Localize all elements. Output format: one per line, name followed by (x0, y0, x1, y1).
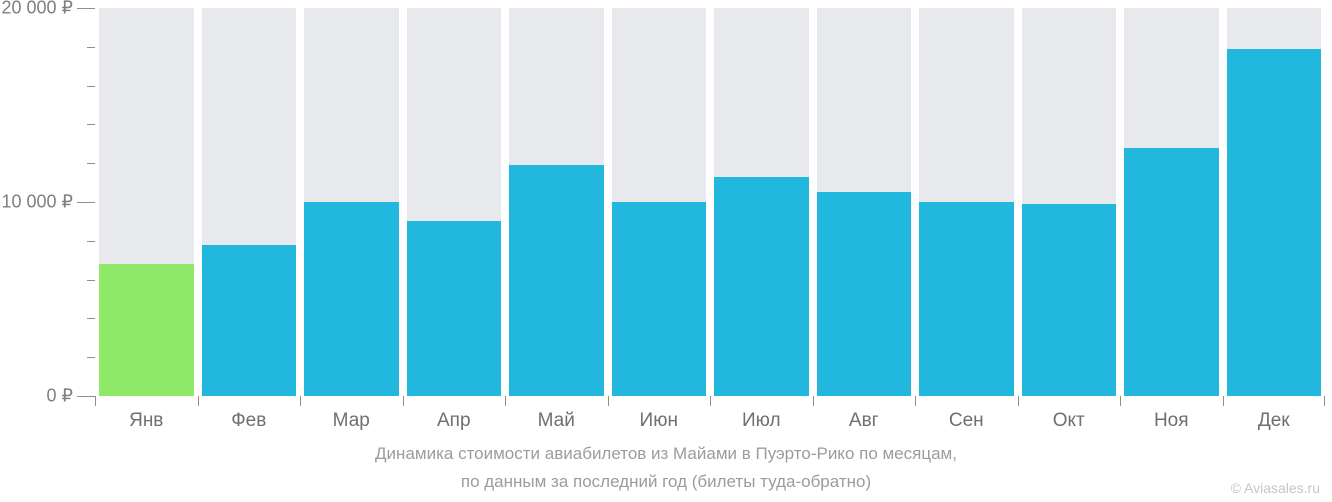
watermark: © Aviasales.ru (1231, 480, 1320, 496)
bar-bg-top (407, 8, 502, 221)
y-minor-tick (87, 163, 95, 164)
x-tick (95, 396, 96, 406)
x-tick (505, 396, 506, 406)
bar-bg-top (1022, 8, 1117, 204)
x-tick-label: Июн (640, 410, 678, 432)
bar-Май (509, 165, 604, 396)
y-minor-tick (87, 124, 95, 125)
plot-area (95, 8, 1325, 396)
x-tick (813, 396, 814, 406)
bar-bg-top (99, 8, 194, 264)
x-tick-label: Мар (333, 410, 370, 432)
x-tick (1018, 396, 1019, 406)
x-tick (1324, 396, 1325, 406)
x-tick-label: Ноя (1154, 410, 1189, 432)
x-tick (710, 396, 711, 406)
y-tick-label: 20 000 ₽ (1, 0, 73, 19)
x-tick-label: Июл (742, 410, 781, 432)
x-tick (915, 396, 916, 406)
x-tick-label: Май (538, 410, 575, 432)
bar-bg-top (714, 8, 809, 177)
x-tick (1223, 396, 1224, 406)
y-major-tick (77, 8, 95, 9)
y-minor-tick (87, 280, 95, 281)
chart-caption-line2: по данным за последний год (билеты туда-… (0, 472, 1332, 492)
bar-Окт (1022, 204, 1117, 396)
y-minor-tick (87, 86, 95, 87)
bar-bg-top (1227, 8, 1322, 49)
bar-Янв (99, 264, 194, 396)
bar-Июл (714, 177, 809, 396)
bar-bg-top (919, 8, 1014, 202)
y-minor-tick (87, 47, 95, 48)
bar-bg-top (1124, 8, 1219, 148)
bar-bg-top (202, 8, 297, 245)
y-minor-tick (87, 318, 95, 319)
x-tick-label: Апр (437, 410, 471, 432)
y-minor-tick (87, 357, 95, 358)
x-tick (198, 396, 199, 406)
bar-Апр (407, 221, 502, 396)
bar-Июн (612, 202, 707, 396)
bar-bg-top (612, 8, 707, 202)
bar-bg-top (817, 8, 912, 192)
bar-bg-top (509, 8, 604, 165)
bar-Фев (202, 245, 297, 396)
bar-Ноя (1124, 148, 1219, 396)
bar-Мар (304, 202, 399, 396)
y-tick-label: 0 ₽ (47, 386, 73, 407)
x-tick (300, 396, 301, 406)
y-minor-tick (87, 241, 95, 242)
y-tick-label: 10 000 ₽ (1, 192, 73, 213)
x-tick-label: Янв (129, 410, 163, 432)
price-chart: 0 ₽ 10 000 ₽ 20 000 ₽ Янв Фев Мар Апр Май Июн Ию… (0, 0, 1332, 502)
x-tick-label: Дек (1258, 410, 1290, 432)
y-major-tick (77, 202, 95, 203)
x-tick-label: Фев (231, 410, 266, 432)
bar-Дек (1227, 49, 1322, 396)
y-major-tick (77, 396, 95, 397)
x-tick (1120, 396, 1121, 406)
x-tick-label: Авг (849, 410, 879, 432)
bar-Сен (919, 202, 1014, 396)
bar-Авг (817, 192, 912, 396)
chart-caption-line1: Динамика стоимости авиабилетов из Майами… (0, 444, 1332, 464)
x-tick-label: Окт (1053, 410, 1085, 432)
x-tick (608, 396, 609, 406)
x-tick-label: Сен (949, 410, 984, 432)
bar-bg-top (304, 8, 399, 202)
x-tick (403, 396, 404, 406)
